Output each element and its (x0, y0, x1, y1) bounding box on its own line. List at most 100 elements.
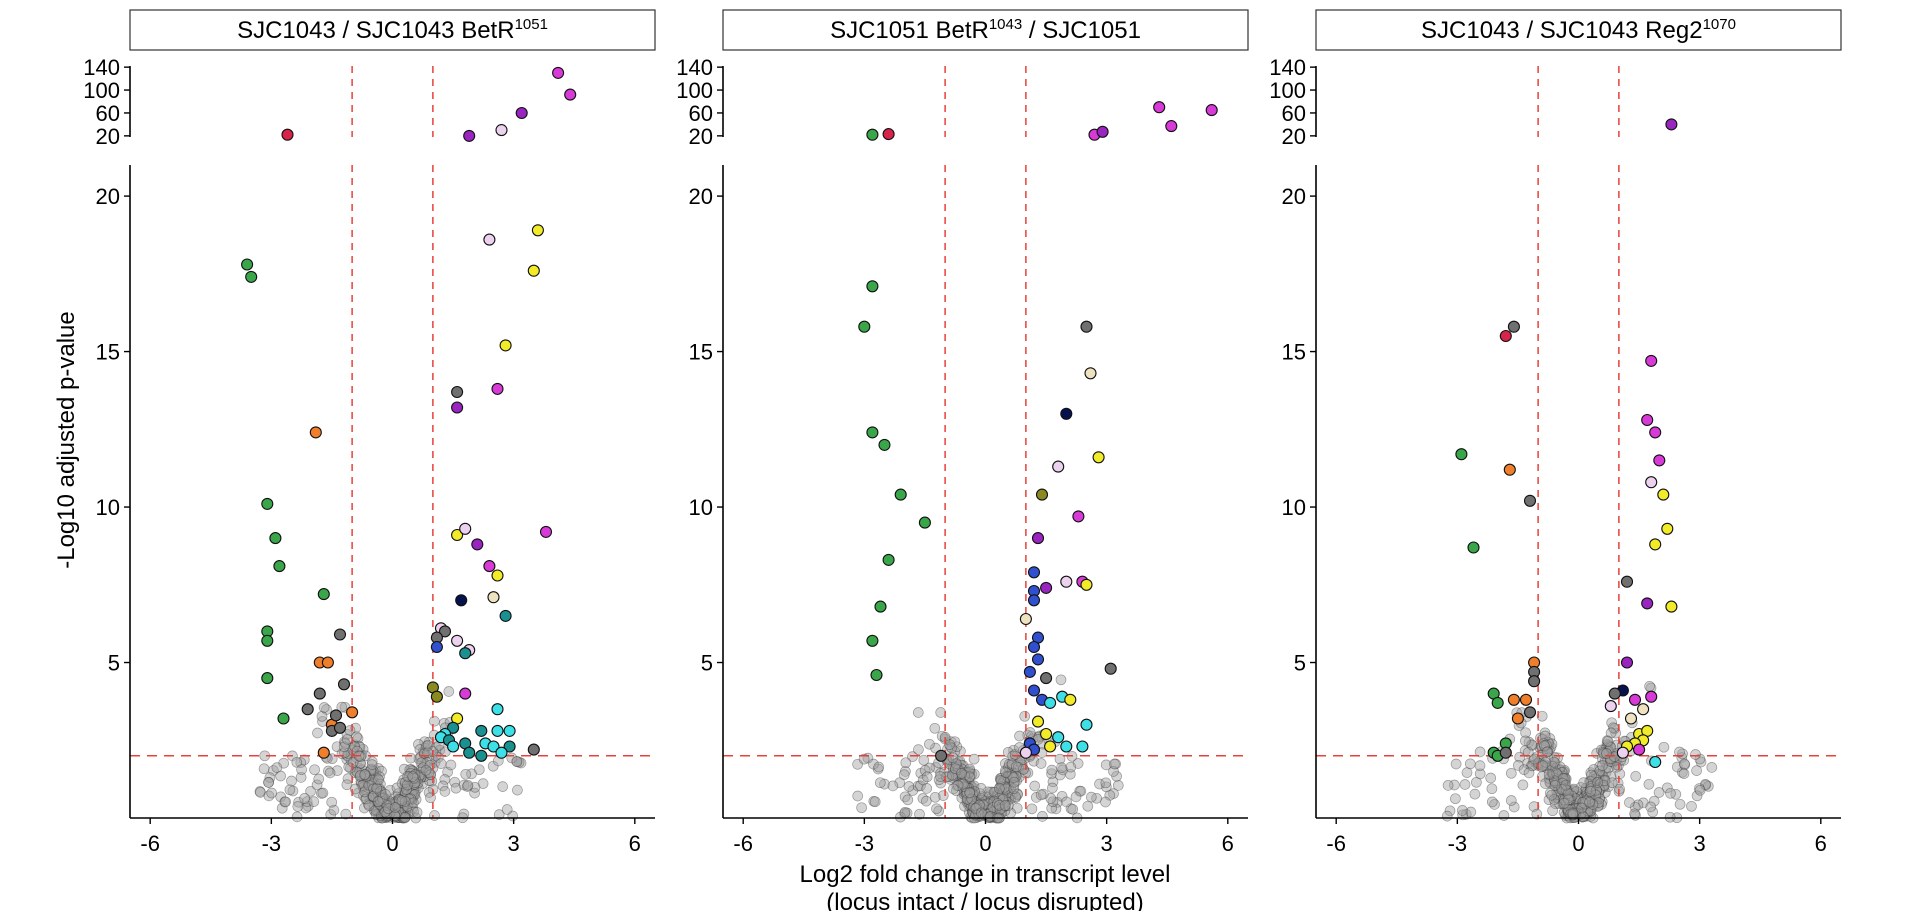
data-point-gray (329, 709, 343, 722)
background-point (375, 793, 386, 805)
background-point (411, 768, 423, 780)
background-point (409, 777, 421, 788)
background-point (1590, 794, 1602, 805)
background-point (380, 801, 392, 813)
background-point (974, 806, 985, 817)
background-point (1599, 775, 1611, 787)
background-point (1586, 790, 1597, 802)
background-point (278, 757, 290, 769)
y-tick-label-upper: 100 (83, 78, 120, 103)
background-point (997, 788, 1008, 800)
data-point-orange (321, 656, 334, 669)
background-point (412, 782, 424, 794)
background-point (373, 763, 384, 774)
background-point (1000, 795, 1012, 806)
background-point (292, 801, 304, 812)
background-point (352, 787, 364, 799)
background-point (466, 768, 477, 780)
background-point (967, 799, 978, 811)
background-point (1566, 790, 1578, 802)
background-point (458, 808, 470, 820)
background-point (950, 758, 962, 770)
background-point (396, 795, 408, 806)
background-point (953, 756, 964, 768)
background-point (345, 762, 356, 774)
background-point (959, 767, 970, 779)
background-point (1545, 761, 1557, 772)
x-tick-label: 3 (508, 831, 520, 856)
background-point (1449, 779, 1460, 791)
background-point (390, 801, 401, 812)
background-point (377, 793, 388, 804)
background-point (1550, 771, 1561, 782)
background-point (422, 739, 434, 751)
background-point (965, 771, 976, 782)
background-point (419, 758, 430, 770)
background-point (369, 777, 380, 789)
background-point (1569, 803, 1580, 814)
background-point (999, 800, 1011, 811)
background-point (399, 796, 411, 807)
data-point-magenta (1645, 690, 1658, 703)
background-point (354, 741, 366, 753)
background-point (1584, 784, 1596, 795)
background-point (1587, 776, 1599, 788)
background-point (1556, 773, 1567, 785)
background-point (351, 766, 363, 778)
background-point (1056, 762, 1067, 773)
background-point (266, 787, 278, 799)
background-point (1585, 781, 1597, 792)
background-point (381, 797, 392, 809)
background-point (399, 780, 411, 791)
background-point (1578, 777, 1590, 788)
background-point (271, 762, 283, 773)
data-point-yellow (1665, 600, 1678, 613)
background-point (1549, 763, 1561, 775)
background-point (912, 780, 924, 792)
background-point (1561, 792, 1573, 804)
background-point (1594, 765, 1606, 777)
background-point (1611, 754, 1622, 766)
background-point (403, 771, 415, 782)
background-point (977, 798, 989, 810)
background-point (1581, 789, 1592, 800)
background-point (1450, 758, 1462, 770)
background-point (964, 763, 976, 775)
background-point (1595, 777, 1607, 788)
background-point (390, 804, 402, 816)
background-point (1094, 778, 1105, 790)
background-point (1006, 758, 1018, 769)
data-point-purple (451, 401, 464, 414)
background-point (1648, 795, 1660, 807)
background-point (977, 809, 989, 820)
background-point (279, 796, 291, 808)
background-point (391, 795, 403, 807)
x-tick-label: 0 (979, 831, 991, 856)
data-point-yellow (1657, 488, 1670, 501)
background-point (1546, 765, 1558, 776)
background-point (1014, 730, 1025, 742)
background-point (965, 786, 977, 797)
background-point (1629, 801, 1641, 813)
background-point (417, 762, 429, 774)
background-point (949, 746, 961, 757)
background-point (1508, 801, 1520, 813)
background-point (1061, 796, 1072, 808)
data-point-cyan (1080, 718, 1093, 731)
background-point (408, 778, 420, 789)
background-point (982, 792, 994, 803)
background-point (947, 770, 959, 782)
background-point (994, 792, 1005, 804)
background-point (1010, 768, 1022, 780)
background-point (1009, 772, 1021, 784)
background-point (1569, 792, 1580, 804)
background-point (868, 758, 879, 770)
background-point (1554, 777, 1566, 789)
background-point (982, 809, 994, 820)
background-point (477, 778, 489, 789)
background-point (1522, 758, 1534, 769)
background-point (1546, 765, 1558, 776)
background-point (1584, 796, 1595, 808)
highlighted-points-upper (866, 101, 1218, 141)
panel-title: SJC1043 / SJC1043 BetR1051 (237, 16, 548, 44)
